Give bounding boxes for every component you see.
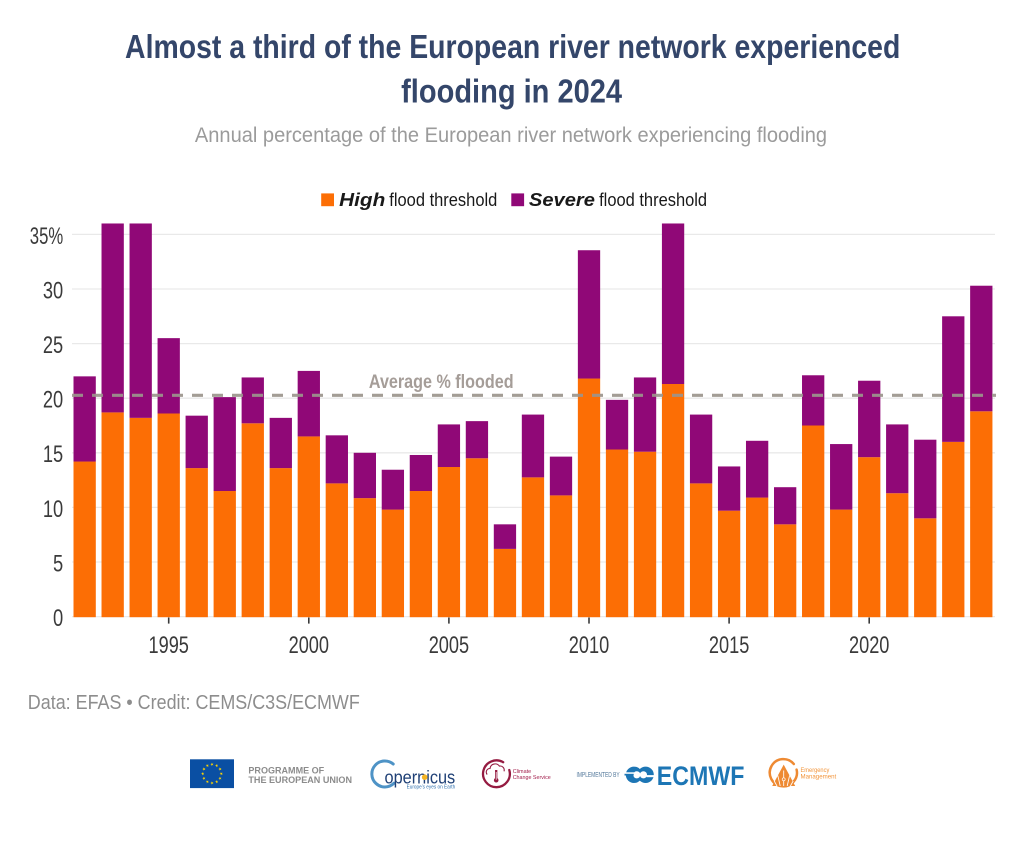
svg-text:Severe: Severe — [529, 190, 595, 210]
svg-text:Data: EFAS • Credit: CEMS/C3S/: Data: EFAS • Credit: CEMS/C3S/ECMWF — [28, 692, 360, 714]
svg-text:Climate: Climate — [513, 769, 532, 775]
svg-text:flood threshold: flood threshold — [389, 190, 497, 210]
svg-text:20: 20 — [43, 387, 63, 414]
svg-text:ECMWF: ECMWF — [657, 761, 745, 791]
svg-text:10: 10 — [43, 496, 63, 523]
svg-text:opernicus: opernicus — [385, 768, 456, 788]
svg-text:Europe’s eyes on Earth: Europe’s eyes on Earth — [407, 785, 456, 791]
svg-text:Almost a third of the European: Almost a third of the European river net… — [125, 28, 900, 65]
svg-text:2010: 2010 — [569, 632, 609, 659]
svg-text:Annual percentage of the Europ: Annual percentage of the European river … — [195, 124, 827, 147]
svg-text:Change Service: Change Service — [513, 775, 551, 781]
svg-text:flooding in 2024: flooding in 2024 — [401, 73, 622, 110]
svg-text:THE EUROPEAN UNION: THE EUROPEAN UNION — [248, 775, 352, 786]
svg-text:2020: 2020 — [849, 632, 889, 659]
svg-text:15: 15 — [43, 441, 63, 468]
svg-text:flood threshold: flood threshold — [599, 190, 707, 210]
svg-text:35%: 35% — [30, 223, 63, 250]
svg-text:Management: Management — [801, 773, 837, 780]
svg-text:IMPLEMENTED BY: IMPLEMENTED BY — [577, 772, 620, 779]
svg-text:Emergency: Emergency — [801, 767, 831, 774]
svg-text:2000: 2000 — [289, 632, 329, 659]
svg-text:PROGRAMME OF: PROGRAMME OF — [248, 765, 324, 776]
svg-text:Average % flooded: Average % flooded — [369, 371, 514, 393]
svg-text:2015: 2015 — [709, 632, 749, 659]
svg-text:0: 0 — [53, 605, 63, 632]
svg-text:1995: 1995 — [149, 632, 189, 659]
svg-text:High: High — [339, 190, 385, 210]
svg-text:30: 30 — [43, 277, 63, 304]
svg-text:2005: 2005 — [429, 632, 469, 659]
svg-text:5: 5 — [53, 550, 63, 577]
svg-text:25: 25 — [43, 332, 63, 359]
